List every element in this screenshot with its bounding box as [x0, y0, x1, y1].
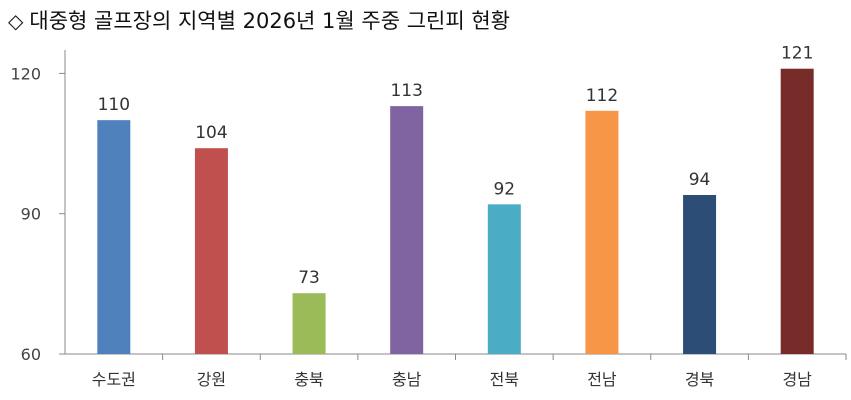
diamond-icon: ◇: [8, 9, 24, 33]
y-tick-label: 90: [21, 205, 41, 224]
y-tick-label: 60: [21, 345, 41, 364]
y-axis-ticks: 60 90 120: [10, 64, 65, 364]
data-label: 92: [493, 179, 515, 199]
bar-0: [97, 120, 131, 355]
bar-7: [780, 68, 814, 354]
x-tick-label: 수도권: [92, 370, 136, 389]
chart-title: ◇ 대중형 골프장의 지역별 2026년 1월 주중 그린피 현황: [8, 6, 510, 36]
bar-3: [390, 106, 424, 354]
bars: 110 104 73 113 92 112 94 121: [97, 44, 814, 355]
bar-1: [194, 148, 228, 354]
data-label: 73: [298, 268, 320, 288]
chart-title-text: 대중형 골프장의 지역별 2026년 1월 주중 그린피 현황: [29, 9, 511, 33]
y-tick-label: 120: [10, 64, 41, 83]
bar-2: [292, 293, 326, 354]
data-label: 110: [98, 95, 130, 115]
x-tick-label: 충남: [392, 370, 422, 389]
x-tick-label: 강원: [197, 370, 226, 389]
x-tick-label: 경북: [685, 370, 714, 389]
data-label: 94: [689, 170, 711, 190]
x-tick-label: 전남: [587, 370, 617, 389]
data-label: 104: [195, 123, 227, 143]
x-tick-label: 충북: [294, 370, 323, 389]
data-label: 113: [390, 81, 422, 101]
data-label: 121: [781, 44, 813, 64]
x-tick-label: 전북: [490, 370, 519, 389]
x-tick-label: 경남: [782, 370, 812, 389]
data-label: 112: [586, 86, 618, 106]
bar-4: [487, 204, 521, 354]
bar-5: [585, 110, 619, 354]
x-axis-labels: 수도권 강원 충북 충남 전북 전남 경북 경남: [92, 354, 847, 389]
bar-6: [683, 194, 717, 354]
